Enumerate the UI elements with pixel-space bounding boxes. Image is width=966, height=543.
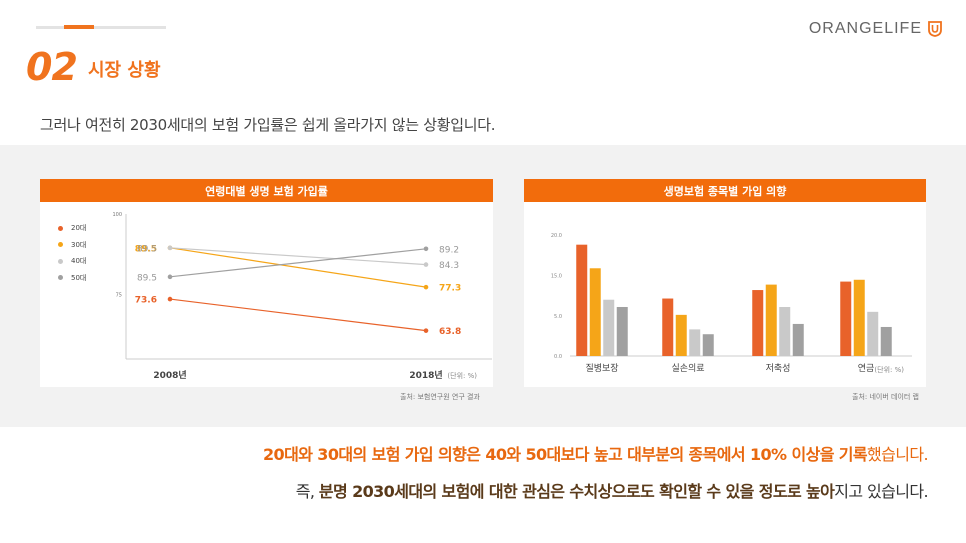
series-line <box>169 248 427 278</box>
bar <box>853 279 865 356</box>
y-tick-label: 20.0 <box>551 233 562 239</box>
legend-dot <box>58 275 63 281</box>
data-point <box>167 274 173 280</box>
y-tick-label: 0.0 <box>554 354 562 360</box>
brand-name: ORANGELIFE <box>808 20 922 37</box>
category-label: 실손의료 <box>671 363 704 374</box>
bar <box>880 326 892 356</box>
bar <box>576 244 588 356</box>
data-point <box>423 328 429 333</box>
data-label: 84.3 <box>439 261 459 271</box>
line-chart-legend: 20대 30대 40대 50대 <box>58 220 86 286</box>
bar <box>867 311 879 356</box>
legend-item: 40대 <box>58 253 86 270</box>
legend-item: 30대 <box>58 237 86 254</box>
x-tick-label: 2018년 <box>409 369 442 381</box>
line-chart-title: 연령대별 생명 보험 가입률 <box>40 179 493 202</box>
legend-item: 50대 <box>58 270 86 287</box>
bar <box>779 306 791 356</box>
data-label: 89.5 <box>137 273 157 283</box>
bar <box>792 323 804 356</box>
data-point <box>423 262 429 267</box>
conclusion-2-emphasis: 분명 2030세대의 보험에 대한 관심은 수치상으로도 확인할 수 있을 정도… <box>318 482 835 501</box>
conclusion-2-rest: 지고 있습니다. <box>834 482 928 501</box>
series-line <box>169 298 427 332</box>
conclusion-2-prefix: 즉, <box>295 482 319 501</box>
bar <box>675 314 687 356</box>
data-point <box>423 284 429 290</box>
line-chart-source: 출처: 보험연구원 연구 결과 <box>400 393 480 401</box>
section-title: 시장 상황 <box>88 60 161 81</box>
brand-shield-icon <box>928 21 942 37</box>
series-line <box>169 247 427 266</box>
conclusion-1-emphasis: 20대와 30대의 보험 가입 의향은 40와 50대보다 높고 대부분의 종목… <box>263 445 868 464</box>
bar <box>840 281 852 356</box>
legend-label: 20대 <box>71 224 87 233</box>
data-label: 89.5 <box>135 244 157 254</box>
bar <box>603 299 615 356</box>
legend-label: 40대 <box>71 257 87 266</box>
y-tick-label: 5.0 <box>554 314 562 320</box>
data-label: 73.6 <box>135 296 157 306</box>
brand: ORANGELIFE <box>809 20 942 38</box>
category-label: 연금 <box>858 363 875 374</box>
conclusion-line-1: 20대와 30대의 보험 가입 의향은 40와 50대보다 높고 대부분의 종목… <box>263 441 929 465</box>
bar <box>689 329 701 356</box>
data-point <box>167 296 173 302</box>
category-label: 질병보장 <box>585 362 618 374</box>
section-number: 02 <box>26 45 78 89</box>
data-point <box>167 245 173 251</box>
legend-label: 30대 <box>71 240 87 249</box>
data-label: 63.8 <box>439 327 461 337</box>
conclusion-line-2: 즉, 분명 2030세대의 보험에 대한 관심은 수치상으로도 확인할 수 있을… <box>295 478 929 502</box>
unit-label: (단위: %) <box>874 365 904 374</box>
legend-dot <box>58 242 63 248</box>
series-line <box>169 247 427 288</box>
bar <box>616 306 628 356</box>
y-tick-label: 75 <box>116 293 122 299</box>
legend-dot <box>58 225 63 231</box>
bar-chart-title: 생명보험 종목별 가입 의향 <box>524 179 926 202</box>
y-tick-label: 100 <box>112 212 122 218</box>
bar <box>662 298 674 356</box>
x-tick-label: 2008년 <box>153 369 186 381</box>
data-label: 89.5 <box>137 244 157 254</box>
line-chart-panel: 연령대별 생명 보험 가입률 <box>40 179 493 387</box>
bar-chart-source: 출처: 네이버 데이터 랩 <box>852 393 919 401</box>
top-accent-line <box>36 26 166 29</box>
data-label: 89.2 <box>439 245 459 255</box>
legend-label: 50대 <box>71 273 87 282</box>
category-label: 저축성 <box>766 363 791 374</box>
y-tick-label: 15.0 <box>551 274 562 280</box>
line-chart: 100 75 2008년 2018년 (단위: %) 73.6 63.8 89.5 77.3 89… <box>112 212 492 381</box>
legend-dot <box>58 258 63 264</box>
bar <box>752 290 764 356</box>
bar <box>702 334 714 356</box>
bar <box>589 268 601 356</box>
legend-item: 20대 <box>58 220 86 237</box>
data-point <box>423 246 429 252</box>
bar-chart: 20.0 15.0 5.0 0.0 질병보장 실손의료 저축성 연금 (단위: %) <box>551 233 912 374</box>
page-subtitle: 그러나 여전히 2030세대의 보험 가입률은 쉽게 올라가지 않는 상황입니다… <box>40 116 496 134</box>
unit-label: (단위: %) <box>447 371 477 380</box>
conclusion-1-rest: 했습니다. <box>867 445 929 464</box>
bar <box>765 284 777 356</box>
data-label: 77.3 <box>439 284 461 294</box>
top-accent-mark <box>64 25 94 29</box>
